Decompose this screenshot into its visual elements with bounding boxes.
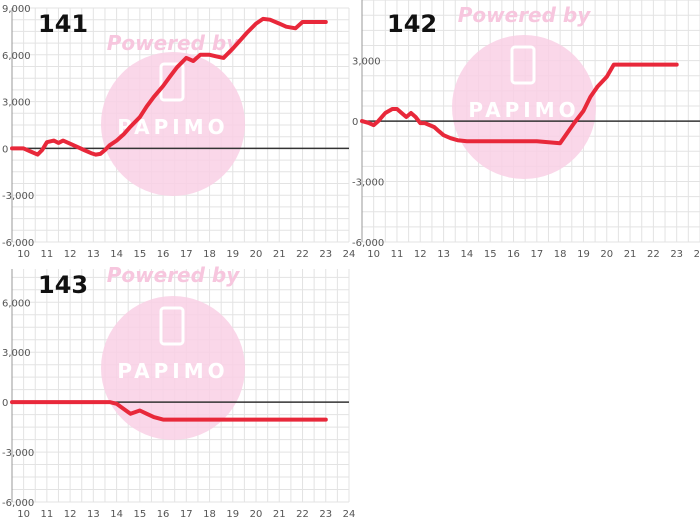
x-tick-label: 18 [203,249,216,260]
x-tick-label: 23 [670,249,683,260]
x-tick-label: 19 [226,509,239,520]
x-tick-label: 18 [203,509,216,520]
x-tick-label: 13 [87,249,100,260]
series-line [10,400,328,422]
watermark-logo: PAPIMO [468,98,579,122]
y-tick-label: -6,000 [352,238,384,249]
x-tick-label: 19 [226,249,239,260]
x-tick-label: 24 [343,509,356,520]
x-tick-label: 17 [180,509,193,520]
x-tick-label: 16 [157,249,170,260]
y-tick-label: -3,000 [352,178,384,189]
y-tick-label: 6,000 [2,51,31,62]
x-tick-label: 11 [391,249,404,260]
watermark-text: Powered by [107,31,240,55]
x-tick-label: 12 [64,509,77,520]
x-tick-label: 16 [157,509,170,520]
y-tick-label: 0 [352,117,358,128]
x-tick-label: 11 [40,249,53,260]
x-tick-label: 23 [319,249,332,260]
x-tick-label: 22 [296,249,309,260]
x-tick-label: 24 [694,249,700,260]
x-tick-label: 19 [577,249,590,260]
series-line [10,16,328,157]
y-tick-label: -6,000 [2,238,34,249]
x-tick-label: 21 [273,249,286,260]
y-tick-label: -3,000 [2,448,34,459]
watermark-phone-icon [510,45,536,85]
x-tick-label: 17 [530,249,543,260]
watermark-text: Powered by [107,263,240,287]
y-tick-label: 0 [2,144,8,155]
x-tick-label: 13 [437,249,450,260]
x-tick-label: 13 [87,509,100,520]
x-tick-label: 15 [484,249,497,260]
y-tick-label: -3,000 [2,191,34,202]
y-tick-label: 3,000 [2,348,31,359]
watermark-logo: PAPIMO [117,359,228,383]
x-tick-label: 12 [414,249,427,260]
chart-id-label: 142 [387,10,437,38]
x-tick-label: 10 [17,249,30,260]
watermark-logo: PAPIMO [117,115,228,139]
y-tick-label: 0 [2,398,8,409]
x-tick-label: 24 [343,249,356,260]
watermark-circle [101,296,245,440]
x-tick-label: 17 [180,249,193,260]
x-tick-label: 21 [273,509,286,520]
x-tick-label: 20 [250,509,263,520]
x-tick-label: 23 [319,509,332,520]
chart-id-label: 143 [38,271,88,299]
x-tick-label: 15 [133,249,146,260]
chart-id-label: 141 [38,10,88,38]
x-tick-label: 22 [296,509,309,520]
x-tick-label: 22 [647,249,660,260]
x-tick-label: 20 [250,249,263,260]
x-tick-label: 14 [110,509,123,520]
x-tick-label: 15 [133,509,146,520]
x-tick-label: 14 [110,249,123,260]
y-tick-label: 3,000 [2,98,31,109]
x-tick-label: 16 [507,249,520,260]
x-tick-label: 18 [554,249,567,260]
series-line [360,62,679,146]
watermark-text: Powered by [458,3,591,27]
watermark-circle [101,52,245,196]
x-tick-label: 14 [461,249,474,260]
chart-141: PAPIMO Powered by 9,000 6,000 3,000 0 -3,000 -6… [2,4,355,260]
y-tick-label: 9,000 [2,4,31,15]
y-tick-label: -6,000 [2,498,34,509]
x-tick-label: 20 [600,249,613,260]
x-tick-label: 11 [40,509,53,520]
x-tick-label: 12 [64,249,77,260]
x-tick-label: 10 [17,509,30,520]
watermark-phone-icon [159,306,185,346]
watermark-phone-icon [159,62,185,102]
y-tick-label: 3,000 [352,57,381,68]
x-tick-label: 10 [367,249,380,260]
y-tick-label: 6,000 [2,298,31,309]
x-tick-label: 21 [624,249,637,260]
